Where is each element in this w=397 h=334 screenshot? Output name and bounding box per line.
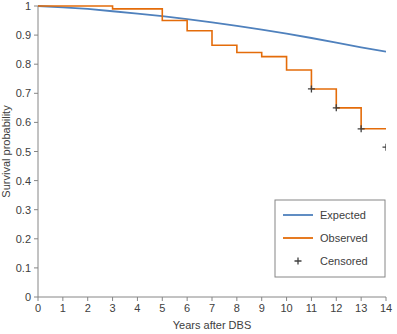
y-tick — [34, 64, 38, 65]
x-tick — [336, 297, 337, 301]
legend-line — [283, 214, 313, 216]
y-tick-label: 0.3 — [16, 204, 31, 216]
x-tick-label: 13 — [355, 302, 367, 314]
x-tick — [162, 297, 163, 301]
x-tick-label: 0 — [35, 302, 41, 314]
x-tick — [361, 297, 362, 301]
y-tick-label: 0.8 — [16, 58, 31, 70]
y-tick — [34, 297, 38, 298]
y-tick — [34, 180, 38, 181]
x-tick — [261, 297, 262, 301]
x-tick — [87, 297, 88, 301]
y-tick — [34, 151, 38, 152]
y-tick-label: 0.7 — [16, 87, 31, 99]
x-tick — [38, 297, 39, 301]
legend-label: Observed — [320, 232, 368, 244]
x-tick-label: 4 — [134, 302, 140, 314]
legend-label: Expected — [320, 209, 366, 221]
y-tick-label: 0.4 — [16, 175, 31, 187]
x-tick — [62, 297, 63, 301]
x-tick-label: 9 — [259, 302, 265, 314]
censored-point — [333, 104, 340, 111]
x-tick-label: 12 — [330, 302, 342, 314]
x-tick — [286, 297, 287, 301]
x-tick — [236, 297, 237, 301]
x-tick-label: 5 — [159, 302, 165, 314]
y-tick — [34, 6, 38, 7]
x-tick-label: 7 — [209, 302, 215, 314]
x-tick — [187, 297, 188, 301]
y-tick-label: 0.9 — [16, 29, 31, 41]
x-tick-label: 11 — [306, 302, 317, 314]
y-tick — [34, 267, 38, 268]
y-tick — [34, 93, 38, 94]
x-tick-label: 3 — [110, 302, 116, 314]
x-tick-label: 1 — [60, 302, 66, 314]
x-tick-label: 14 — [380, 302, 392, 314]
x-tick-label: 2 — [85, 302, 91, 314]
censored-point — [308, 85, 315, 92]
y-tick-label: 0.6 — [16, 116, 31, 128]
step-line — [38, 6, 386, 129]
x-tick-label: 8 — [234, 302, 240, 314]
x-tick — [112, 297, 113, 301]
plot-area — [38, 6, 386, 151]
legend-line — [283, 237, 313, 239]
legend-box — [275, 200, 385, 277]
y-tick — [34, 35, 38, 36]
x-tick — [137, 297, 138, 301]
y-tick-label: 1 — [25, 0, 31, 12]
y-tick — [34, 238, 38, 239]
x-tick-label: 6 — [184, 302, 190, 314]
y-tick-label: 0.1 — [16, 262, 31, 274]
x-tick — [212, 297, 213, 301]
y-tick-label: 0.2 — [16, 233, 31, 245]
y-tick-label: 0 — [25, 291, 31, 303]
censored-point — [383, 144, 387, 151]
legend-marker — [295, 258, 302, 265]
y-tick — [34, 122, 38, 123]
y-axis-label: Survival probability — [0, 105, 12, 198]
x-tick — [311, 297, 312, 301]
legend-label: Censored — [320, 255, 368, 267]
x-tick-label: 10 — [280, 302, 292, 314]
censored-point — [358, 125, 365, 132]
y-tick — [34, 209, 38, 210]
x-tick — [386, 297, 387, 301]
y-tick-label: 0.5 — [16, 146, 31, 158]
x-axis-label: Years after DBS — [173, 319, 251, 331]
chart: 00.10.20.30.40.50.60.70.80.9101234567891… — [0, 0, 397, 334]
